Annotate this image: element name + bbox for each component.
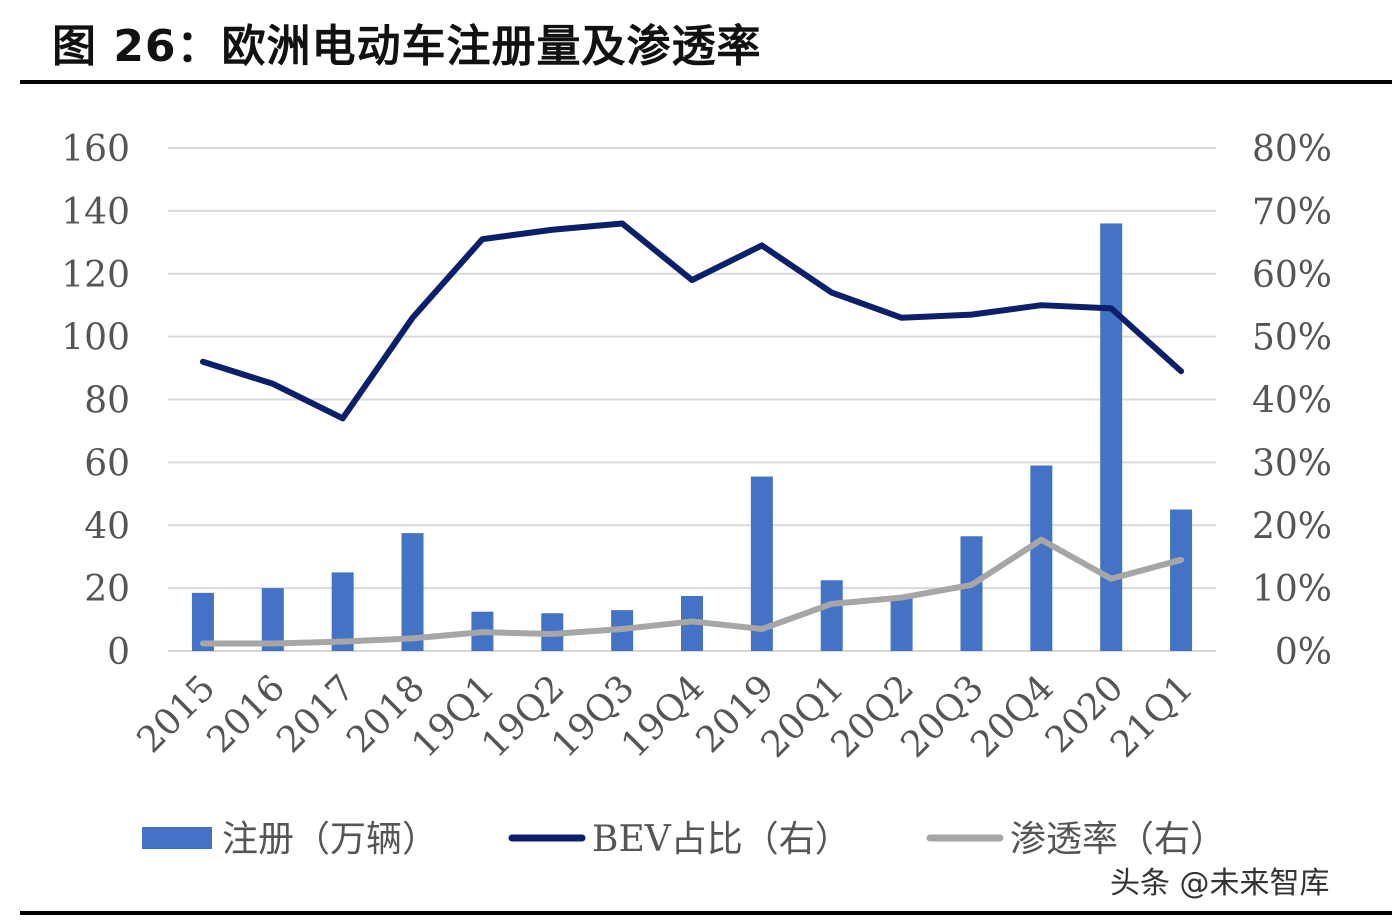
right-tick-label: 40% [1252, 381, 1332, 422]
right-tick-label: 50% [1252, 318, 1332, 359]
x-tick-label: 19Q4 [614, 667, 712, 765]
bar [1170, 509, 1193, 651]
penetration-line [199, 536, 1185, 647]
bev-share-line [199, 220, 1185, 422]
right-tick-label: 70% [1252, 192, 1332, 233]
bar [960, 536, 983, 651]
left-tick-label: 60 [84, 443, 130, 484]
x-tick-label: 21Q1 [1103, 667, 1201, 765]
legend-item: 渗透率（右） [926, 819, 1226, 860]
left-tick-label: 40 [84, 506, 130, 547]
left-tick-label: 100 [61, 318, 130, 359]
left-tick-label: 120 [61, 255, 130, 296]
x-tick-label: 2015 [130, 667, 224, 761]
right-tick-label: 20% [1252, 506, 1332, 547]
watermark: 头条 @未来智库 [1110, 866, 1330, 901]
right-axis-ticks: 0% 10% 20% 30% 40% 50% 60% 70% 80% [1252, 129, 1332, 673]
legend: 注册（万辆） BEV占比（右） 渗透率（右） [142, 819, 1226, 860]
legend-label: 渗透率（右） [1010, 819, 1226, 860]
x-tick-label: 20Q4 [963, 667, 1061, 765]
bar [191, 592, 214, 651]
left-tick-label: 0 [107, 632, 130, 673]
bottom-rule [20, 911, 1392, 915]
x-axis-ticks: 201520162017201819Q119Q219Q319Q4201920Q1… [130, 667, 1202, 765]
right-tick-label: 10% [1252, 569, 1332, 610]
bar [331, 572, 354, 651]
x-tick-label: 2017 [269, 667, 363, 761]
legend-label: 注册（万辆） [222, 819, 438, 860]
left-tick-label: 80 [84, 381, 130, 422]
bar-series [191, 223, 1193, 651]
x-tick-label: 2016 [199, 667, 293, 761]
bar [1100, 223, 1123, 651]
bar [820, 580, 843, 651]
bar [890, 597, 913, 651]
right-tick-label: 80% [1252, 129, 1332, 170]
legend-swatch [142, 827, 212, 849]
page-title: 图 26：欧洲电动车注册量及渗透率 [52, 21, 762, 72]
legend-item: 注册（万辆） [142, 819, 438, 860]
left-tick-label: 140 [61, 192, 130, 233]
left-tick-label: 20 [84, 569, 130, 610]
legend-label: BEV占比（右） [592, 819, 851, 860]
right-tick-label: 0% [1275, 632, 1332, 673]
bar [261, 588, 284, 651]
right-tick-label: 30% [1252, 443, 1332, 484]
left-tick-label: 160 [61, 129, 130, 170]
line-series [199, 220, 1185, 647]
right-tick-label: 60% [1252, 255, 1332, 296]
bar [401, 533, 424, 651]
left-axis-ticks: 0 20 40 60 80 100 120 140 160 [61, 129, 130, 673]
bar [1030, 465, 1053, 651]
legend-item: BEV占比（右） [508, 819, 851, 860]
bar [750, 476, 773, 651]
grid-lines [168, 147, 1216, 652]
top-rule [20, 80, 1392, 84]
